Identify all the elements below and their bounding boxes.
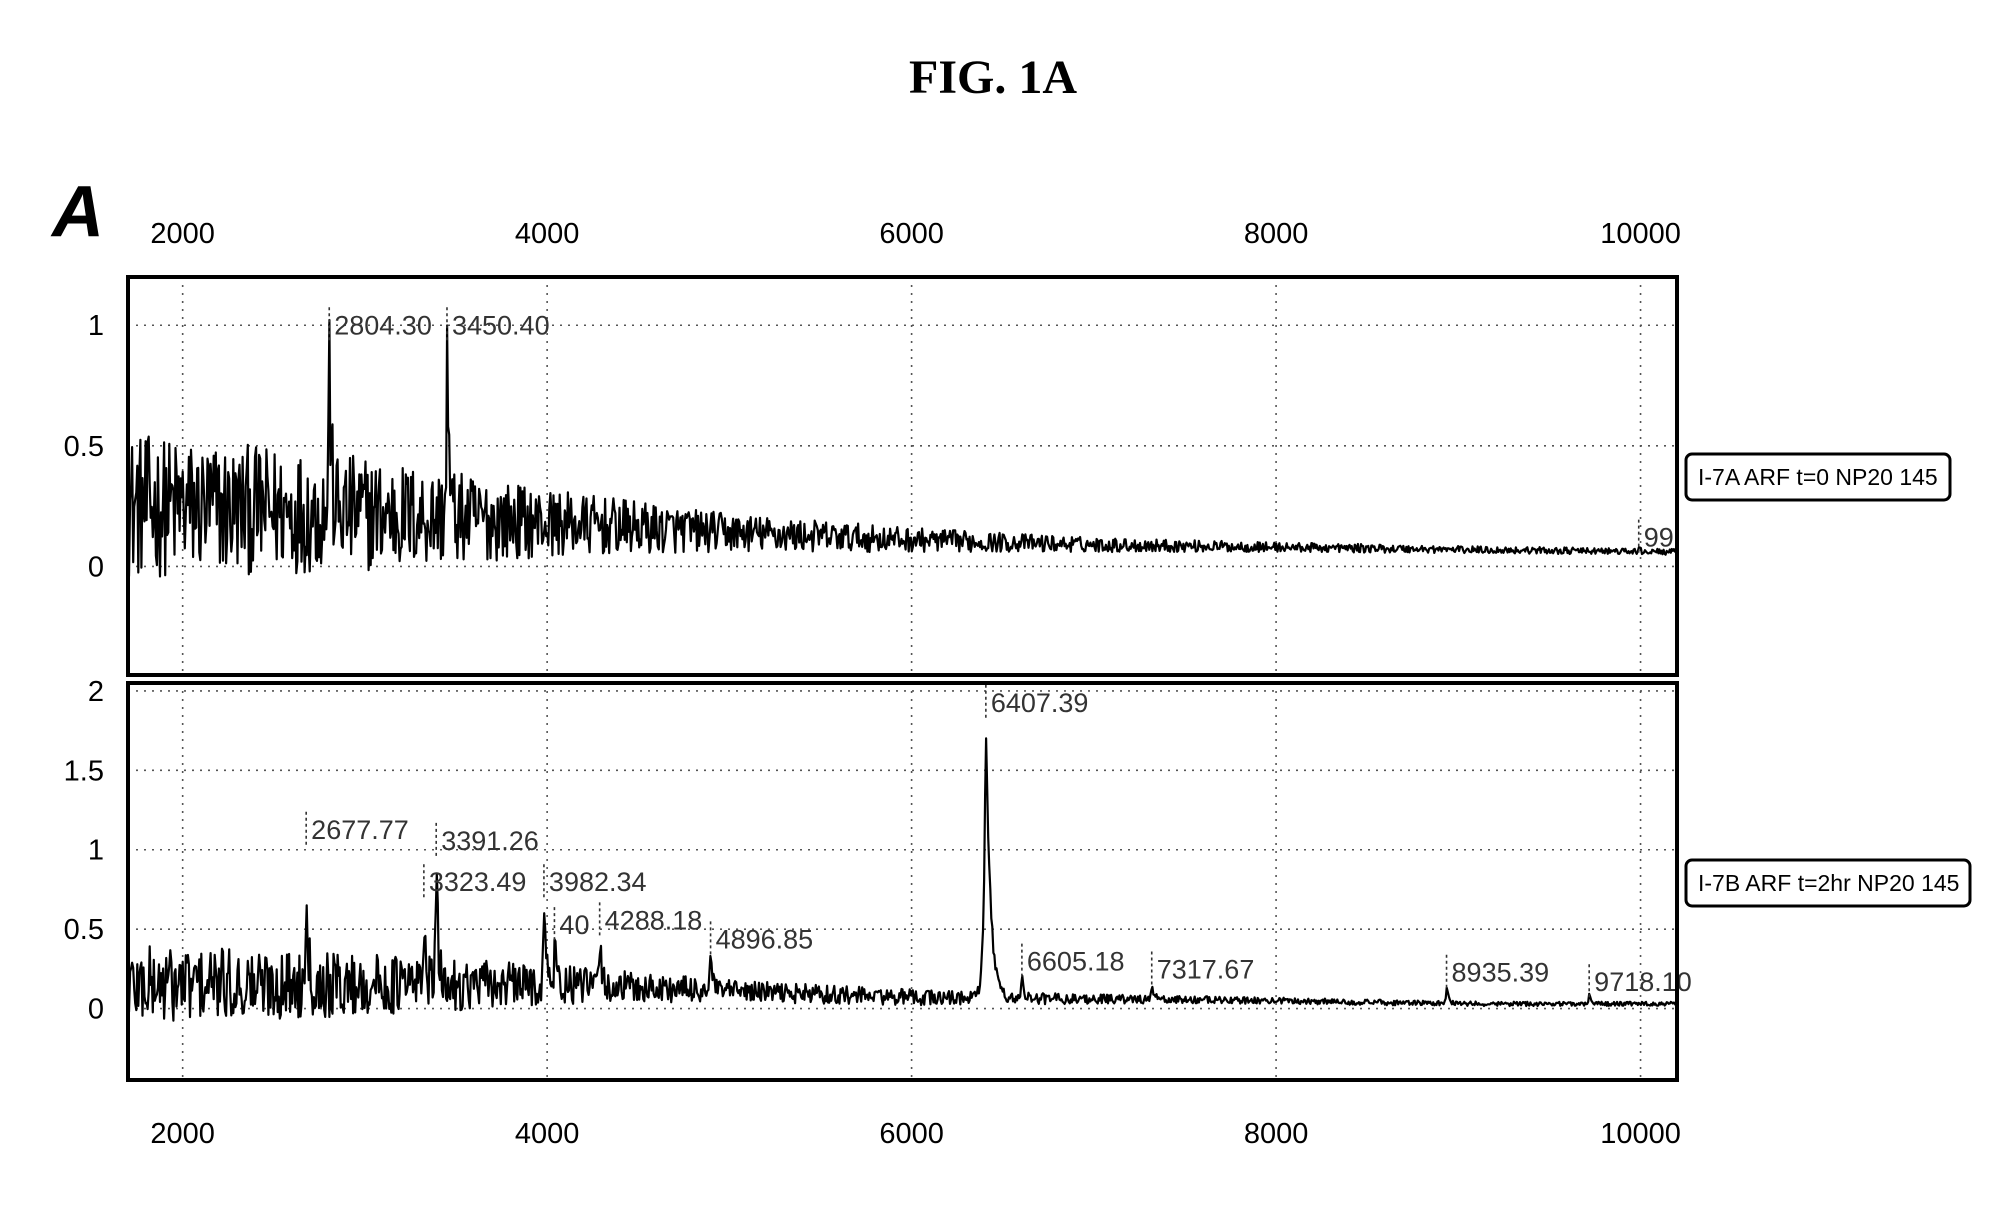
figure-title: FIG. 1A bbox=[909, 51, 1077, 104]
peak-label: 6407.39 bbox=[991, 688, 1089, 718]
peak-label: 3450.40 bbox=[452, 310, 550, 340]
y-tick-label: 1 bbox=[88, 835, 104, 867]
peak-labels-bottom: 2677.77 3391.26 3323.49 3982.34 40 4288.18 489… bbox=[306, 685, 1692, 1000]
legend-label-top: I-7A ARF t=0 NP20 145 bbox=[1698, 464, 1938, 490]
grid-bottom bbox=[128, 683, 1677, 1080]
peak-label: 3391.26 bbox=[441, 826, 539, 856]
x-tick-label-bottom: 6000 bbox=[879, 1118, 944, 1150]
x-tick-label-bottom: 10000 bbox=[1600, 1118, 1681, 1150]
legend-label-bottom: I-7B ARF t=2hr NP20 145 bbox=[1698, 870, 1959, 896]
peak-label: 2677.77 bbox=[311, 815, 409, 845]
y-tick-label: 0.5 bbox=[64, 914, 104, 946]
x-tick-label-top: 8000 bbox=[1244, 218, 1309, 250]
y-tick-label: 2 bbox=[88, 676, 104, 708]
peak-label: 2804.30 bbox=[334, 310, 432, 340]
y-ticks-bottom: 2 1.5 1 0.5 0 bbox=[64, 676, 104, 1026]
x-tick-label-bottom: 8000 bbox=[1244, 1118, 1309, 1150]
top-x-axis: 2000 4000 6000 8000 10000 bbox=[150, 218, 1680, 250]
plot-frame-bottom bbox=[128, 683, 1677, 1080]
spectrum-panel-top: 2804.303450.4099 10.50 I-7A ARF t=0 NP20… bbox=[64, 277, 1950, 675]
x-tick-label-top: 4000 bbox=[515, 218, 580, 250]
spectrum-trace bbox=[128, 320, 1677, 577]
panel-letter: A bbox=[50, 172, 104, 252]
y-tick-label: 0 bbox=[88, 551, 104, 583]
y-tick-label: 0 bbox=[88, 994, 104, 1026]
spectrum-trace bbox=[128, 738, 1677, 1020]
y-tick-label: 0.5 bbox=[64, 431, 104, 463]
peak-label: 4288.18 bbox=[605, 905, 703, 935]
peak-label: 4896.85 bbox=[716, 924, 814, 954]
x-tick-label-bottom: 2000 bbox=[150, 1118, 215, 1150]
trace-bottom bbox=[128, 738, 1677, 1020]
x-tick-label-top: 2000 bbox=[150, 218, 215, 250]
peak-label: 6605.18 bbox=[1027, 947, 1125, 977]
peak-label: 40 bbox=[559, 910, 589, 940]
x-tick-label-top: 6000 bbox=[879, 218, 944, 250]
bottom-x-axis: 2000 4000 6000 8000 10000 bbox=[150, 1118, 1680, 1150]
spectrum-panel-bottom: 2677.77 3391.26 3323.49 3982.34 40 4288.18 489… bbox=[64, 676, 1970, 1080]
x-tick-label-bottom: 4000 bbox=[515, 1118, 580, 1150]
y-tick-label: 1 bbox=[88, 310, 104, 342]
peak-label: 99 bbox=[1644, 523, 1674, 553]
y-ticks-top: 10.50 bbox=[64, 310, 104, 583]
trace-top bbox=[128, 320, 1677, 577]
legend-top: I-7A ARF t=0 NP20 145 bbox=[1686, 454, 1950, 500]
y-tick-label: 1.5 bbox=[64, 755, 104, 787]
x-tick-label-top: 10000 bbox=[1600, 218, 1681, 250]
peak-label: 3982.34 bbox=[549, 867, 647, 897]
peak-label: 3323.49 bbox=[429, 867, 527, 897]
peak-label: 7317.67 bbox=[1157, 955, 1255, 985]
peak-label: 8935.39 bbox=[1452, 958, 1550, 988]
legend-bottom: I-7B ARF t=2hr NP20 145 bbox=[1686, 860, 1970, 906]
